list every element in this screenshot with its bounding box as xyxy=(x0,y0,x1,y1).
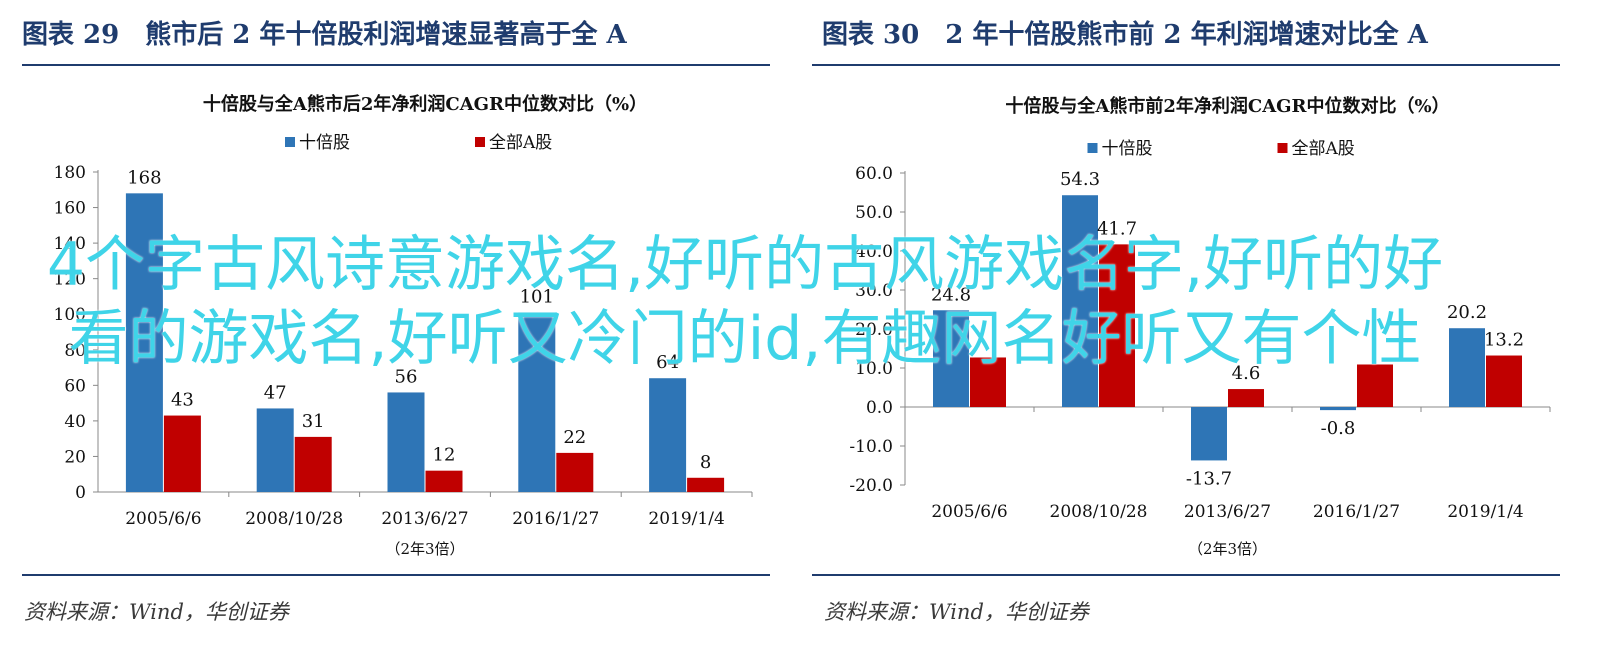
data-label: 54.3 xyxy=(1060,169,1100,190)
data-label: 8 xyxy=(700,452,711,473)
x-tick-label: 2013/6/27 xyxy=(1184,502,1271,522)
legend-swatch xyxy=(1087,143,1098,153)
x-tick-label: 2019/1/4 xyxy=(648,509,724,529)
x-tick-label: 2016/1/27 xyxy=(512,509,599,529)
source-rule xyxy=(812,574,1560,576)
y-tick-label: 0 xyxy=(75,483,86,503)
data-label: 24.8 xyxy=(931,284,971,305)
x-tick-label: 2005/6/6 xyxy=(125,509,201,529)
bar xyxy=(933,310,969,407)
legend-swatch xyxy=(475,137,485,147)
legend-label: 全部A股 xyxy=(1292,139,1355,159)
x-tick-label: 2016/1/27 xyxy=(1313,502,1400,522)
bar-chart: 十倍股与全A熊市前2年净利润CAGR中位数对比（%） 十倍股 全部A股 -20.0 -1… xyxy=(849,95,1551,558)
y-tick-label: 80 xyxy=(64,341,86,361)
y-tick-label: 30.0 xyxy=(855,281,893,301)
data-label: 4.6 xyxy=(1232,363,1261,384)
x-tick-label: 2008/10/28 xyxy=(245,509,343,529)
x-axis-note: （2年3倍） xyxy=(385,540,464,558)
bar-chart: 十倍股与全A熊市后2年净利润CAGR中位数对比（%） 十倍股 全部A股 0 20 40 60… xyxy=(54,93,753,558)
data-label: 20.2 xyxy=(1447,302,1487,323)
y-tick-label: 0.0 xyxy=(866,398,893,418)
figure-title: 图表 29 熊市后 2 年十倍股利润增速显著高于全 A xyxy=(22,20,627,50)
y-tick-label: -20.0 xyxy=(849,476,893,496)
y-tick-label: 10.0 xyxy=(855,359,893,379)
x-axis-note: （2年3倍） xyxy=(1188,540,1267,558)
bar xyxy=(163,415,201,492)
y-tick-label: 60.0 xyxy=(855,164,893,184)
y-tick-label: 160 xyxy=(54,199,86,219)
data-label: 168 xyxy=(127,167,161,188)
y-tick-label: 40.0 xyxy=(855,242,893,262)
bar xyxy=(1486,355,1522,407)
figure-panel-30: 图表 30 2 年十倍股熊市前 2 年利润增速对比全 A 十倍股与全A熊市前2年… xyxy=(800,0,1602,651)
bar xyxy=(1062,195,1098,407)
bar xyxy=(125,193,163,493)
bar xyxy=(556,452,594,492)
title-rule xyxy=(22,64,770,66)
data-label: 47 xyxy=(264,382,287,403)
source-note: 资料来源：Wind，华创证券 xyxy=(24,600,289,624)
y-tick-label: 180 xyxy=(54,163,86,183)
data-label: 64 xyxy=(656,352,679,373)
bar xyxy=(1191,407,1227,461)
bar xyxy=(970,357,1006,407)
figure-panel-29: 图表 29 熊市后 2 年十倍股利润增速显著高于全 A 十倍股与全A熊市后2年净… xyxy=(0,0,800,651)
bar xyxy=(294,436,332,492)
title-rule xyxy=(812,64,1560,66)
chart-title: 十倍股与全A熊市后2年净利润CAGR中位数对比（%） xyxy=(203,93,647,115)
legend-swatch xyxy=(1277,143,1288,153)
source-note: 资料来源：Wind，华创证券 xyxy=(824,600,1089,624)
y-tick-label: 60 xyxy=(64,376,86,396)
bar xyxy=(387,392,425,492)
data-label: 31 xyxy=(302,411,325,432)
bar xyxy=(649,378,687,492)
x-tick-label: 2019/1/4 xyxy=(1447,502,1523,522)
legend-swatch xyxy=(285,137,295,147)
bar xyxy=(1228,389,1264,407)
bar xyxy=(425,470,463,492)
x-tick-label: 2013/6/27 xyxy=(381,509,468,529)
y-tick-label: 20.0 xyxy=(855,320,893,340)
bar xyxy=(687,477,725,492)
y-tick-label: 40 xyxy=(64,412,86,432)
y-tick-label: 100 xyxy=(54,305,86,325)
y-tick-label: 120 xyxy=(54,270,86,290)
data-label: 41.7 xyxy=(1097,218,1137,239)
bar xyxy=(518,312,556,492)
data-label: 13.2 xyxy=(1484,330,1524,351)
bar xyxy=(1449,328,1485,407)
data-label: 22 xyxy=(563,427,586,448)
y-tick-label: -10.0 xyxy=(849,437,893,457)
legend-label: 十倍股 xyxy=(1102,139,1153,159)
x-tick-label: 2008/10/28 xyxy=(1050,502,1148,522)
x-tick-label: 2005/6/6 xyxy=(931,502,1007,522)
y-tick-label: 140 xyxy=(54,234,86,254)
data-label: -13.7 xyxy=(1186,468,1232,489)
data-label: 101 xyxy=(520,286,554,307)
y-tick-label: 50.0 xyxy=(855,203,893,223)
y-tick-label: 20 xyxy=(64,447,86,467)
data-label: 56 xyxy=(395,366,418,387)
data-label: -0.8 xyxy=(1321,418,1356,439)
bar xyxy=(1099,244,1135,407)
data-label: 43 xyxy=(171,390,194,411)
figure-title: 图表 30 2 年十倍股熊市前 2 年利润增速对比全 A xyxy=(822,20,1428,50)
data-label: 12 xyxy=(433,445,456,466)
legend-label: 十倍股 xyxy=(299,133,350,153)
bar xyxy=(1357,364,1393,407)
bar xyxy=(256,408,294,492)
legend-label: 全部A股 xyxy=(489,133,552,153)
chart-title: 十倍股与全A熊市前2年净利润CAGR中位数对比（%） xyxy=(1005,95,1449,117)
source-rule xyxy=(22,574,770,576)
bar xyxy=(1320,407,1356,411)
